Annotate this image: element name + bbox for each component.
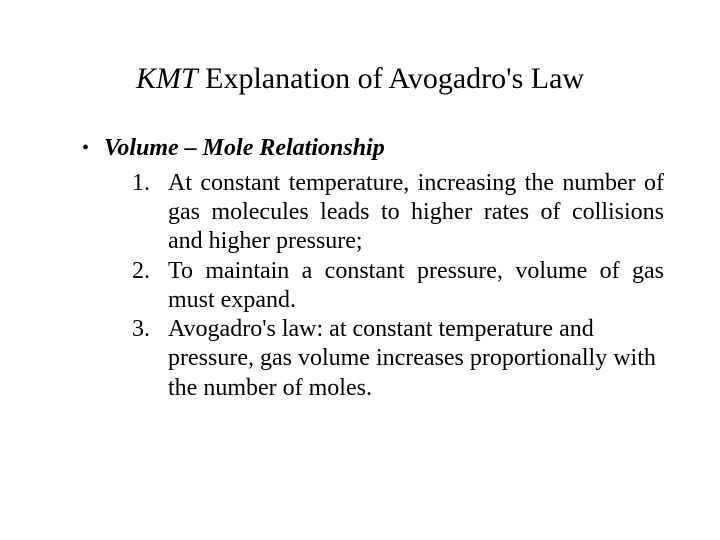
slide-title: KMT Explanation of Avogadro's Law (56, 60, 664, 98)
list-marker: 3. (104, 315, 168, 344)
slide: KMT Explanation of Avogadro's Law • Volu… (0, 0, 720, 540)
bullet-text: Volume – Mole Relationship (104, 134, 385, 163)
list-marker: 1. (104, 169, 168, 198)
list-text: To maintain a constant pressure, volume … (168, 257, 664, 316)
slide-body: • Volume – Mole Relationship 1. At const… (56, 134, 664, 403)
title-rest: Explanation of Avogadro's Law (198, 62, 584, 95)
list-item: 2. To maintain a constant pressure, volu… (104, 257, 664, 316)
list-text: At constant temperature, increasing the … (168, 169, 664, 257)
bullet-marker: • (82, 134, 104, 162)
list-item: 1. At constant temperature, increasing t… (104, 169, 664, 257)
numbered-list: 1. At constant temperature, increasing t… (104, 169, 664, 403)
title-italic-prefix: KMT (136, 62, 198, 95)
list-item: 3. Avogadro's law: at constant temperatu… (104, 315, 664, 403)
list-text: Avogadro's law: at constant temperature … (168, 315, 664, 403)
bullet-item: • Volume – Mole Relationship (82, 134, 664, 163)
list-marker: 2. (104, 257, 168, 286)
